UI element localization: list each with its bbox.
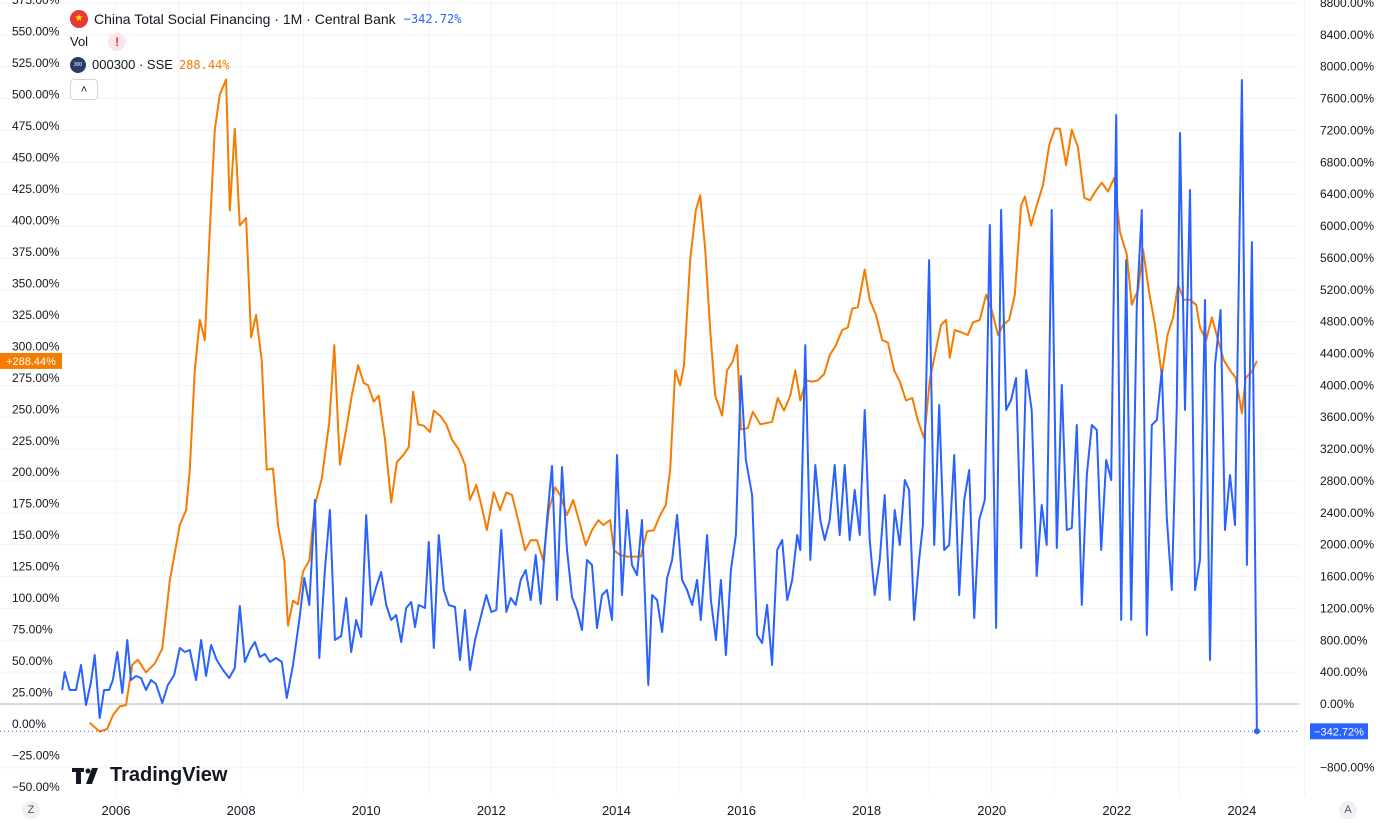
left-tick-label: 275.00% [12,371,60,385]
right-tick-label: 2400.00% [1320,506,1374,520]
auto-scale-button[interactable]: A [1339,801,1357,819]
time-tick-label: 2014 [602,803,631,818]
left-tick-label: 175.00% [12,497,60,511]
right-tick-label: 6000.00% [1320,219,1374,233]
right-tick-label: 4400.00% [1320,346,1374,360]
left-tick-label: 225.00% [12,434,60,448]
sse-000300-line [89,78,1258,733]
collapse-legend-button[interactable]: ˄ [70,79,98,100]
right-tick-label: 8000.00% [1320,60,1374,74]
right-tick-label: 1200.00% [1320,601,1374,615]
sse-last-value-label: +288.44% [6,356,56,368]
time-tick-label: 2022 [1102,803,1131,818]
right-tick-label: 0.00% [1320,697,1354,711]
time-tick-label: 2010 [352,803,381,818]
left-tick-label: −50.00% [12,780,60,794]
left-tick-label: 425.00% [12,182,60,196]
timezone-button[interactable]: Z [22,801,40,819]
left-tick-label: 475.00% [12,119,60,133]
series-layer [61,78,1258,733]
right-axis[interactable]: 8800.00% 8400.00% 8000.00% 7600.00% 7200.00%… [1320,0,1375,775]
main-series-title: China Total Social Financing · 1M · Cent… [94,10,396,27]
left-axis[interactable]: 575.00% 550.00% 525.00% 500.00% 475.00% 450.0… [12,0,60,794]
right-tick-label: 2000.00% [1320,538,1374,552]
legend-volume[interactable]: Vol ! [70,30,461,53]
time-tick-label: 2024 [1227,803,1256,818]
legend-main-series[interactable]: ★ China Total Social Financing · 1M · Ce… [70,7,461,30]
left-tick-label: 575.00% [12,0,60,7]
right-tick-label: 5600.00% [1320,251,1374,265]
left-tick-label: 100.00% [12,591,60,605]
warning-icon[interactable]: ! [108,32,127,51]
right-tick-label: 5200.00% [1320,283,1374,297]
compare-value: 288.44% [178,57,230,72]
volume-label: Vol [70,34,89,49]
sse-last-value-badge [0,352,62,369]
right-tick-label: 800.00% [1320,633,1368,647]
right-tick-label: 4000.00% [1320,378,1374,392]
left-tick-label: 325.00% [12,308,60,322]
left-tick-label: 0.00% [12,717,46,731]
right-tick-label: 4800.00% [1320,315,1374,329]
left-tick-label: 400.00% [12,213,60,227]
csi300-logo-icon: 300 [70,56,86,73]
right-tick-label: 400.00% [1320,665,1368,679]
left-tick-label: 250.00% [12,402,60,416]
right-tick-label: 7200.00% [1320,123,1374,137]
compare-symbol: 000300 · SSE [92,57,173,72]
right-tick-label: −800.00% [1320,761,1375,775]
chevron-up-icon: ˄ [80,83,88,96]
left-tick-label: 500.00% [12,88,60,102]
right-tick-label: 8400.00% [1320,28,1374,42]
time-tick-label: 2006 [102,803,131,818]
time-tick-label: 2012 [477,803,506,818]
left-tick-label: 75.00% [12,623,53,637]
left-tick-label: 200.00% [12,465,60,479]
right-tick-label: 6800.00% [1320,155,1374,169]
right-tick-label: 7600.00% [1320,92,1374,106]
right-tick-label: 2800.00% [1320,474,1374,488]
time-axis[interactable]: 2006 2008 2010 2012 2014 2016 2018 2020 2022 2024 [102,803,1257,818]
tsf-last-point [1253,728,1260,735]
left-tick-label: 450.00% [12,151,60,165]
tsf-line [61,79,1258,732]
main-series-value: −342.72% [403,11,462,26]
right-tick-label: 1600.00% [1320,570,1374,584]
time-tick-label: 2016 [727,803,756,818]
left-tick-label: 50.00% [12,654,53,668]
logo-text: TradingView [110,764,228,786]
tradingview-logo-icon [72,767,98,784]
legend-compare-series[interactable]: 300 000300 · SSE 288.44% [70,53,461,76]
time-tick-label: 2008 [227,803,256,818]
left-tick-label: −25.00% [12,748,60,762]
time-tick-label: 2018 [852,803,881,818]
last-value-labels: −342.72% +288.44% [0,352,1368,740]
right-tick-label: 8800.00% [1320,0,1374,10]
left-tick-label: 550.00% [12,25,60,39]
left-tick-label: 375.00% [12,245,60,259]
china-flag-icon: ★ [70,9,88,28]
right-tick-label: 3600.00% [1320,410,1374,424]
left-tick-label: 525.00% [12,56,60,70]
left-tick-label: 300.00% [12,339,60,353]
tsf-last-value-badge [1310,723,1368,740]
tsf-last-value-label: −342.72% [1314,726,1364,738]
tradingview-logo[interactable]: TradingView [72,764,227,787]
legend: ★ China Total Social Financing · 1M · Ce… [70,7,461,100]
left-tick-label: 25.00% [12,686,53,700]
left-tick-label: 350.00% [12,276,60,290]
right-tick-label: 6400.00% [1320,187,1374,201]
time-tick-label: 2020 [977,803,1006,818]
right-tick-label: 3200.00% [1320,442,1374,456]
left-tick-label: 150.00% [12,528,60,542]
left-tick-label: 125.00% [12,560,60,574]
